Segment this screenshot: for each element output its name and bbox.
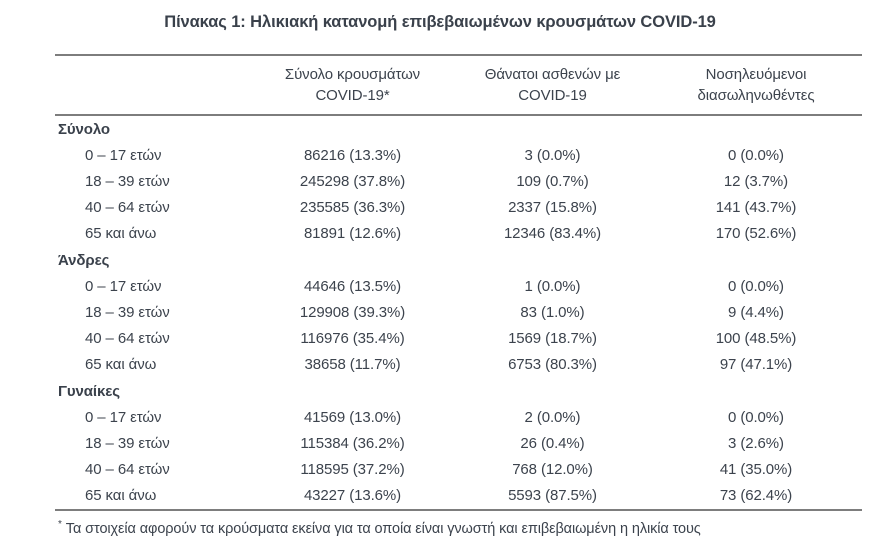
- intubated-cell: 0 (0.0%): [728, 409, 784, 426]
- column-header-intubated: Νοσηλευόμενοι διασωληνωθέντες: [650, 55, 862, 116]
- intubated-cell: 73 (62.4%): [719, 487, 793, 504]
- cases-cell: 235585 (36.3%): [299, 199, 406, 216]
- table-row: 0 – 17 ετών 41569 (13.0%) 2 (0.0%) 0 (0.…: [55, 405, 862, 431]
- age-group-cell: 40 – 64 ετών: [85, 461, 170, 478]
- column-header-deaths-line2: COVID-19: [518, 87, 587, 104]
- age-group-cell: 18 – 39 ετών: [85, 173, 170, 190]
- table-row: 65 και άνω 81891 (12.6%) 12346 (83.4%) 1…: [55, 221, 862, 247]
- age-group-cell: 40 – 64 ετών: [85, 330, 170, 347]
- age-group-cell: 65 και άνω: [85, 225, 157, 242]
- deaths-cell: 6753 (80.3%): [508, 356, 597, 373]
- intubated-cell: 141 (43.7%): [715, 199, 797, 216]
- table-row: 65 και άνω 38658 (11.7%) 6753 (80.3%) 97…: [55, 352, 862, 378]
- cases-cell: 44646 (13.5%): [303, 278, 402, 295]
- intubated-cell: 170 (52.6%): [715, 225, 797, 242]
- section-header-men: Άνδρες: [55, 247, 862, 274]
- deaths-cell: 768 (12.0%): [512, 461, 593, 478]
- cases-cell: 43227 (13.6%): [303, 487, 402, 504]
- cases-cell: 115384 (36.2%): [300, 435, 405, 452]
- deaths-cell: 5593 (87.5%): [508, 487, 597, 504]
- column-header-intubated-line1: Νοσηλευόμενοι: [705, 66, 807, 83]
- intubated-cell: 97 (47.1%): [719, 356, 793, 373]
- intubated-cell: 0 (0.0%): [728, 147, 784, 164]
- age-group-cell: 65 και άνω: [85, 487, 157, 504]
- age-group-cell: 40 – 64 ετών: [85, 199, 170, 216]
- deaths-cell: 2337 (15.8%): [508, 199, 597, 216]
- cases-cell: 129908 (39.3%): [299, 304, 406, 321]
- age-group-cell: 0 – 17 ετών: [85, 409, 162, 426]
- intubated-cell: 100 (48.5%): [715, 330, 797, 347]
- column-header-deaths-line1: Θάνατοι ασθενών με: [484, 66, 621, 83]
- intubated-cell: 3 (2.6%): [728, 435, 784, 452]
- cases-cell: 118595 (37.2%): [300, 461, 405, 478]
- intubated-cell: 12 (3.7%): [723, 173, 789, 190]
- deaths-cell: 26 (0.4%): [520, 435, 585, 452]
- section-label: Άνδρες: [58, 252, 110, 269]
- cases-cell: 41569 (13.0%): [303, 409, 402, 426]
- deaths-cell: 2 (0.0%): [524, 409, 581, 426]
- column-header-cases-line2: COVID-19*: [315, 87, 390, 104]
- age-group-cell: 0 – 17 ετών: [85, 278, 162, 295]
- column-header-intubated-line2: διασωληνωθέντες: [697, 87, 815, 104]
- section-label: Σύνολο: [58, 121, 110, 138]
- deaths-cell: 12346 (83.4%): [503, 225, 602, 242]
- section-label: Γυναίκες: [58, 383, 120, 400]
- intubated-cell: 0 (0.0%): [728, 278, 784, 295]
- cases-cell: 245298 (37.8%): [299, 173, 406, 190]
- deaths-cell: 83 (1.0%): [520, 304, 585, 321]
- table-row: 40 – 64 ετών 118595 (37.2%) 768 (12.0%) …: [55, 457, 862, 483]
- footnote-text: Τα στοιχεία αφορούν τα κρούσματα εκείνα …: [65, 520, 701, 537]
- table-row: 0 – 17 ετών 86216 (13.3%) 3 (0.0%) 0 (0.…: [55, 143, 862, 169]
- column-header-deaths: Θάνατοι ασθενών με COVID-19: [455, 55, 650, 116]
- age-group-cell: 0 – 17 ετών: [85, 147, 162, 164]
- deaths-cell: 109 (0.7%): [516, 173, 589, 190]
- header-row: Σύνολο κρουσμάτων COVID-19* Θάνατοι ασθε…: [55, 55, 862, 116]
- table-row: 0 – 17 ετών 44646 (13.5%) 1 (0.0%) 0 (0.…: [55, 274, 862, 300]
- deaths-cell: 3 (0.0%): [524, 147, 581, 164]
- column-header-empty: [55, 55, 250, 116]
- cases-cell: 38658 (11.7%): [304, 356, 401, 373]
- table-footnote: * Τα στοιχεία αφορούν τα κρούσματα εκείνα…: [58, 515, 880, 539]
- section-header-women: Γυναίκες: [55, 378, 862, 405]
- section-header-total: Σύνολο: [55, 115, 862, 143]
- table-row: 65 και άνω 43227 (13.6%) 5593 (87.5%) 73…: [55, 483, 862, 510]
- age-group-cell: 18 – 39 ετών: [85, 304, 170, 321]
- age-group-cell: 18 – 39 ετών: [85, 435, 170, 452]
- intubated-cell: 9 (4.4%): [728, 304, 784, 321]
- cases-cell: 81891 (12.6%): [303, 225, 402, 242]
- table-row: 18 – 39 ετών 129908 (39.3%) 83 (1.0%) 9 …: [55, 300, 862, 326]
- intubated-cell: 41 (35.0%): [719, 461, 793, 478]
- column-header-cases-line1: Σύνολο κρουσμάτων: [284, 66, 421, 83]
- table-row: 40 – 64 ετών 235585 (36.3%) 2337 (15.8%)…: [55, 195, 862, 221]
- footnote-asterisk: *: [58, 519, 62, 530]
- page-title: Πίνακας 1: Ηλικιακή κατανομή επιβεβαιωμέ…: [164, 13, 716, 31]
- table-row: 18 – 39 ετών 245298 (37.8%) 109 (0.7%) 1…: [55, 169, 862, 195]
- cases-cell: 116976 (35.4%): [300, 330, 405, 347]
- age-group-cell: 65 και άνω: [85, 356, 157, 373]
- table-row: 40 – 64 ετών 116976 (35.4%) 1569 (18.7%)…: [55, 326, 862, 352]
- deaths-cell: 1569 (18.7%): [508, 330, 597, 347]
- covid-age-distribution-table: Σύνολο κρουσμάτων COVID-19* Θάνατοι ασθε…: [55, 54, 862, 511]
- table-row: 18 – 39 ετών 115384 (36.2%) 26 (0.4%) 3 …: [55, 431, 862, 457]
- column-header-cases: Σύνολο κρουσμάτων COVID-19*: [250, 55, 455, 116]
- deaths-cell: 1 (0.0%): [524, 278, 581, 295]
- cases-cell: 86216 (13.3%): [303, 147, 402, 164]
